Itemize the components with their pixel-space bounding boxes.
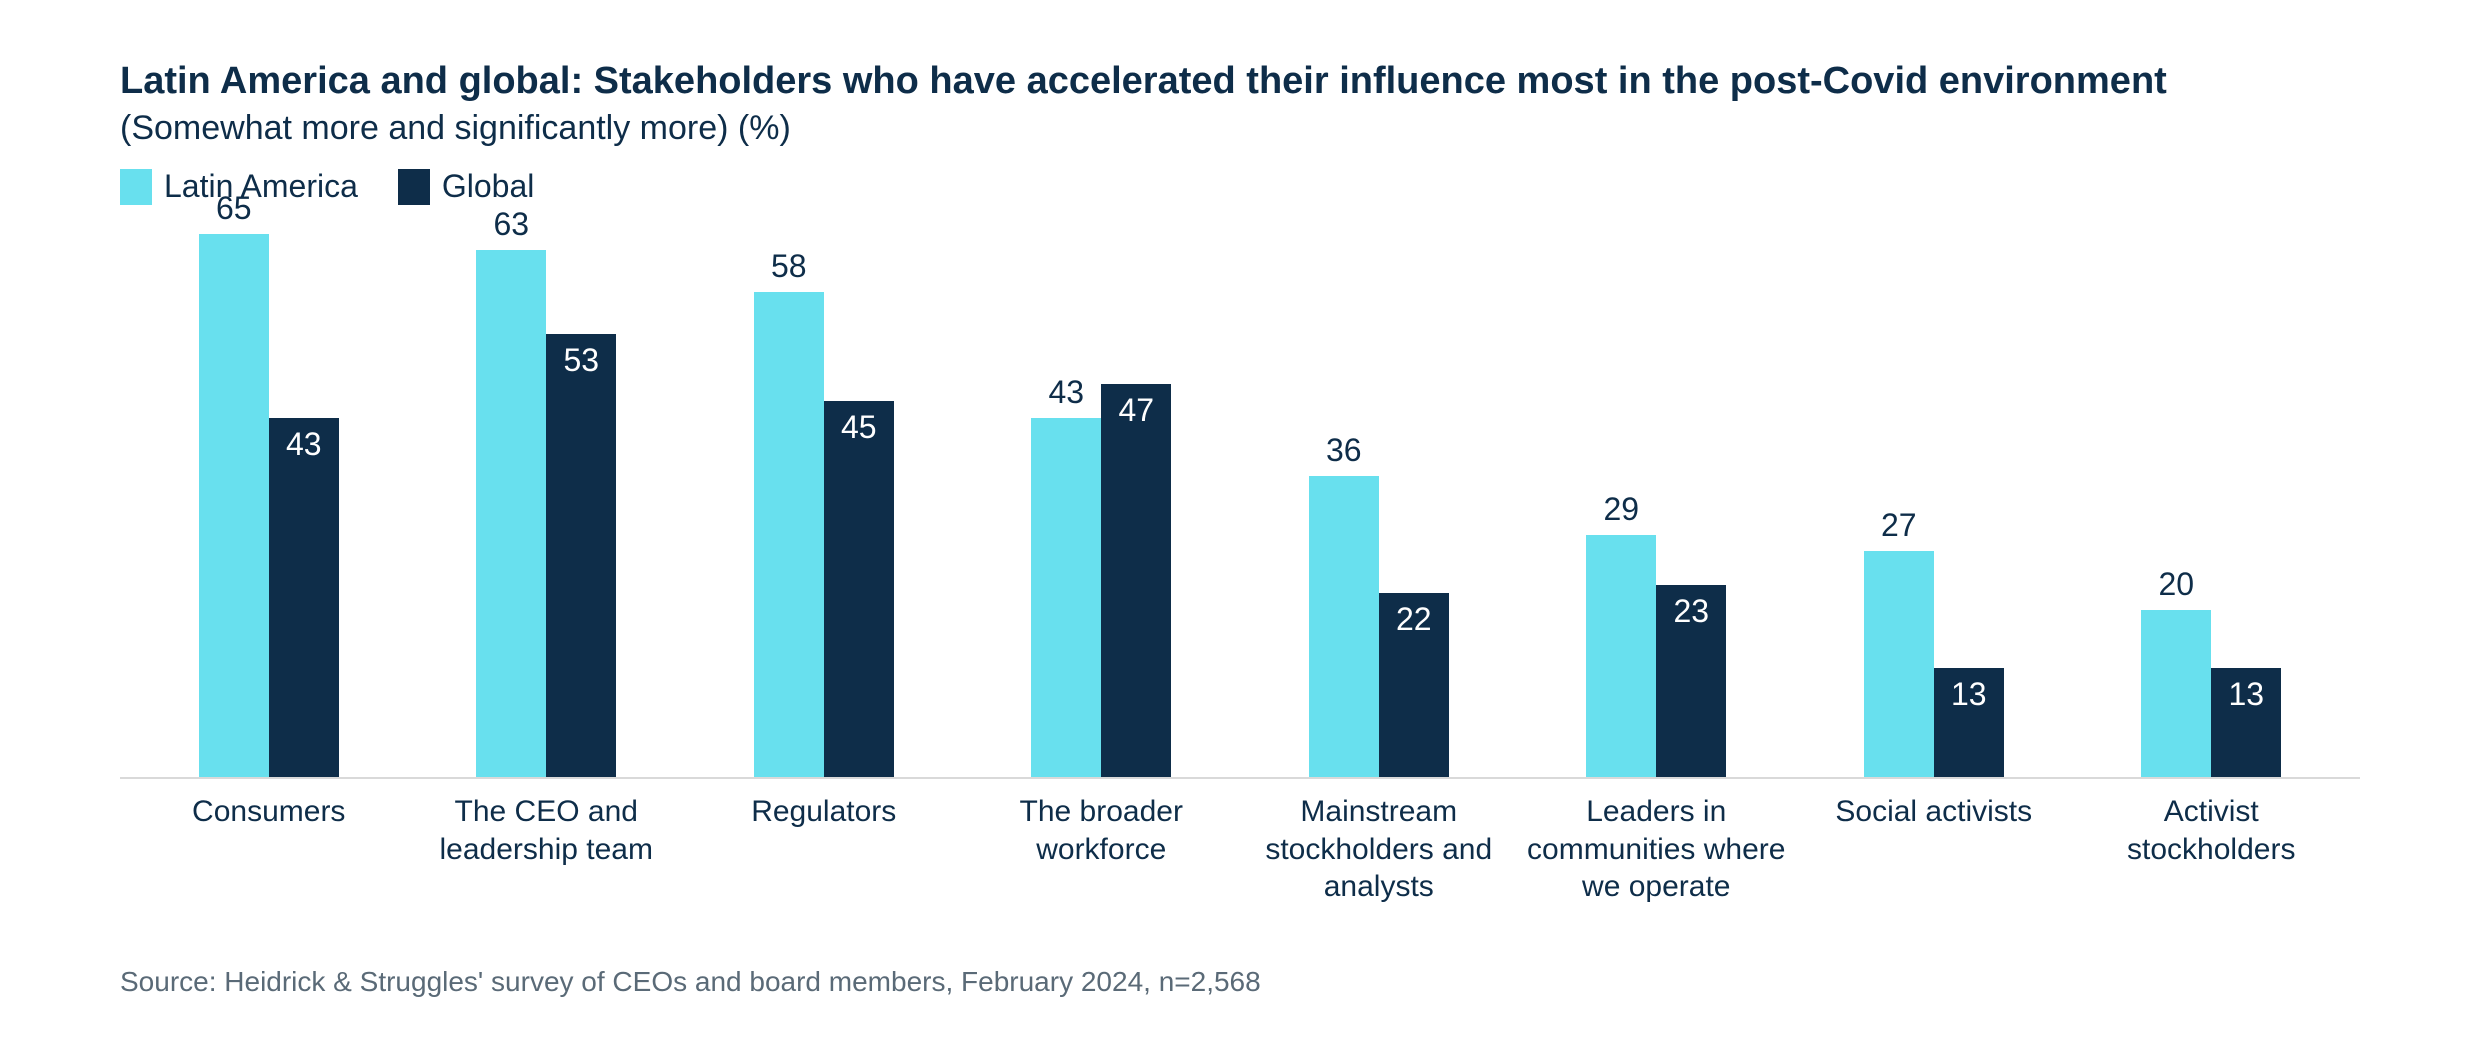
bar-group: 29 23 [1518,535,1796,777]
legend-label: Latin America [164,168,358,205]
legend-item: Global [398,168,535,205]
x-axis-label: The broader workforce [963,793,1241,906]
x-axis-label: The CEO and leadership team [408,793,686,906]
x-axis-label: Social activists [1795,793,2073,906]
bar-group: 2013 [2073,610,2351,777]
bar: 23 [1656,585,1726,777]
bar-group: 36 22 [1240,476,1518,777]
bar: 13 [2211,668,2281,777]
bar-value-label: 65 [216,190,252,227]
bar-value-label: 23 [1673,593,1709,630]
legend-label: Global [442,168,535,205]
bar-value-label: 43 [286,426,322,463]
x-axis-label: Regulators [685,793,963,906]
x-axis-label: Activist stockholders [2073,793,2351,906]
bar: 22 [1379,593,1449,777]
bar-group: 63 53 [408,250,686,777]
bar-value-label: 36 [1326,432,1362,469]
bar: 13 [1934,668,2004,777]
x-axis-label: Leaders in communities where we operate [1518,793,1796,906]
bar-value-label: 53 [563,342,599,379]
bar: 53 [546,334,616,777]
bar: 58 [754,292,824,777]
bar-group: 65 43 [130,234,408,777]
x-axis-label: Consumers [130,793,408,906]
bar-group: 58 45 [685,292,963,777]
bar: 36 [1309,476,1379,777]
bar: 43 [269,418,339,777]
chart-subtitle: (Somewhat more and significantly more) (… [120,109,2360,148]
bar-value-label: 22 [1396,601,1432,638]
chart-plot-area: 65436353584543473622292327132013 [120,219,2360,779]
bar-value-label: 13 [2228,676,2264,713]
bar: 65 [199,234,269,777]
x-axis-label: Mainstream stockholders and analysts [1240,793,1518,906]
chart-x-labels: ConsumersThe CEO and leadership teamRegu… [120,779,2360,906]
bar-value-label: 47 [1118,392,1154,429]
bar-value-label: 27 [1881,507,1917,544]
legend-swatch [398,169,430,205]
bar-value-label: 43 [1048,374,1084,411]
bar: 27 [1864,551,1934,777]
bar: 29 [1586,535,1656,777]
chart-legend: Latin America Global [120,168,2360,205]
bar-group: 27 13 [1795,551,2073,777]
bar: 20 [2141,610,2211,777]
chart-title: Latin America and global: Stakeholders w… [120,60,2360,103]
bar-value-label: 20 [2158,566,2194,603]
bar: 45 [824,401,894,777]
legend-swatch [120,169,152,205]
bar-value-label: 45 [841,409,877,446]
bar-value-label: 58 [771,248,807,285]
bar-value-label: 63 [493,206,529,243]
bar-value-label: 13 [1951,676,1987,713]
bar: 47 [1101,384,1171,777]
bar: 63 [476,250,546,777]
chart-source-note: Source: Heidrick & Struggles' survey of … [120,966,2360,998]
bar: 43 [1031,418,1101,777]
bar-value-label: 29 [1603,491,1639,528]
bar-group: 43 47 [963,384,1241,777]
